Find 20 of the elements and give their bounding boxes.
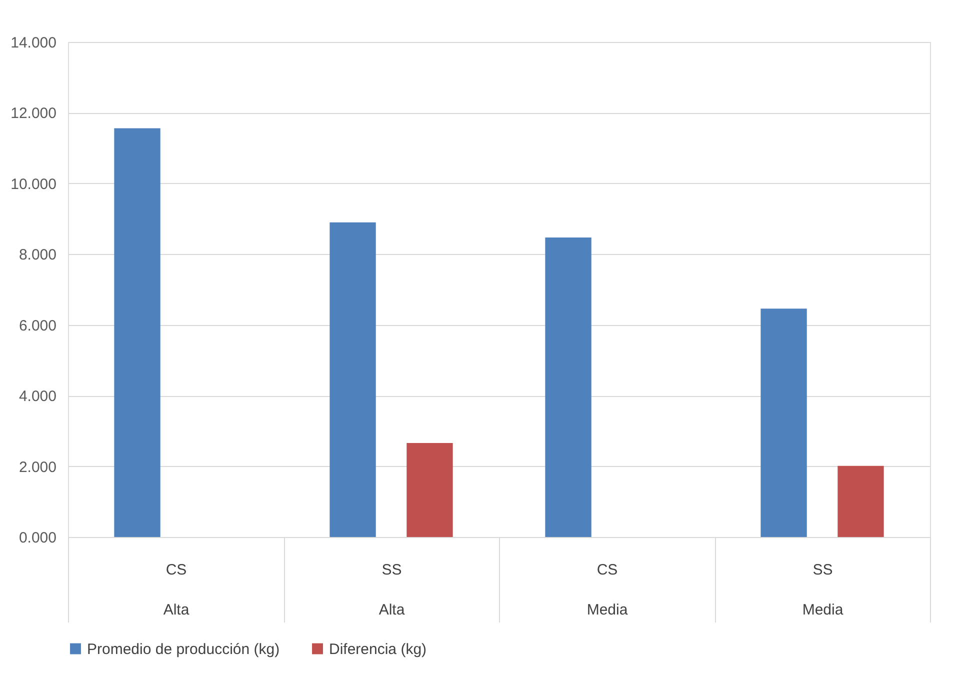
bar — [760, 308, 807, 537]
y-tick-label: 14.000 — [10, 34, 56, 52]
y-tick-label: 0.000 — [18, 530, 56, 546]
bar — [838, 466, 884, 537]
y-tick-label: 12.000 — [10, 105, 56, 122]
y-tick-label: 6.000 — [18, 317, 56, 334]
category-label: SS Media — [802, 562, 844, 618]
y-tick-label: 4.000 — [18, 388, 56, 406]
category-label: CS Alta — [163, 562, 190, 618]
bar — [545, 238, 592, 537]
category-label: SS Alta — [378, 562, 405, 618]
legend-label: Diferencia (kg) — [329, 640, 427, 658]
category-label: CS Media — [586, 562, 628, 618]
bar — [114, 128, 160, 537]
y-tick-label: 8.000 — [18, 246, 56, 264]
bar — [406, 442, 453, 537]
y-tick-label: 10.000 — [10, 176, 56, 193]
bar — [330, 222, 376, 537]
y-tick-label: 2.000 — [18, 458, 56, 476]
legend-label: Promedio de producción (kg) — [87, 640, 280, 658]
